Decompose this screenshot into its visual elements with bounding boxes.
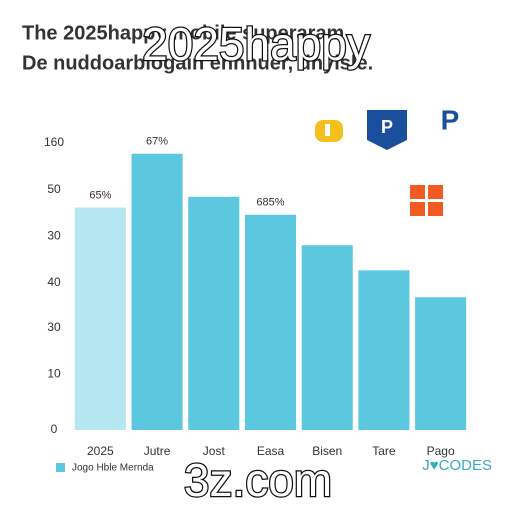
x-tick-label: Jost — [203, 444, 226, 458]
bar — [358, 270, 410, 430]
y-tick-label: 30 — [47, 320, 61, 334]
x-tick-label: Easa — [257, 444, 285, 458]
bar — [244, 214, 297, 430]
bar — [74, 207, 126, 430]
bar — [131, 153, 183, 430]
x-tick-label: Tare — [372, 444, 396, 458]
watermark: 2025happy — [142, 18, 370, 70]
icon-yellow — [315, 120, 343, 142]
bar — [415, 297, 467, 430]
watermark: 3z.com — [184, 454, 332, 506]
annotation: 67% — [146, 136, 168, 148]
x-tick-label: Pago — [427, 444, 455, 458]
y-tick-label: 160 — [44, 135, 64, 149]
y-tick-label: 0 — [51, 422, 58, 436]
x-tick-label: Bisen — [312, 444, 342, 458]
annotation: 65% — [89, 189, 111, 201]
bar — [301, 245, 353, 430]
annotation: 685% — [256, 197, 284, 209]
icon-ps-blue: P — [367, 110, 407, 150]
bar — [188, 196, 240, 430]
svg-text:P: P — [441, 104, 460, 135]
y-tick-label: 40 — [47, 275, 61, 289]
icon-ps: P — [441, 104, 460, 135]
y-tick-label: 50 — [47, 182, 61, 196]
y-tick-label: 10 — [47, 367, 61, 381]
chart-subtitle: De nuddoarbiogain ehnnuer, dnyisle. — [22, 52, 373, 74]
chart-title: The 2025happy mobile superaram — [22, 22, 344, 44]
legend-swatch — [56, 463, 65, 472]
x-tick-label: Jutre — [144, 444, 171, 458]
legend-label: Jogo Hble Mernda — [72, 463, 154, 474]
svg-text:P: P — [381, 117, 393, 137]
x-tick-label: 2025 — [87, 444, 114, 458]
y-tick-label: 30 — [47, 228, 61, 242]
icon-windows — [410, 185, 443, 216]
brand: J♥CODES — [422, 457, 492, 474]
